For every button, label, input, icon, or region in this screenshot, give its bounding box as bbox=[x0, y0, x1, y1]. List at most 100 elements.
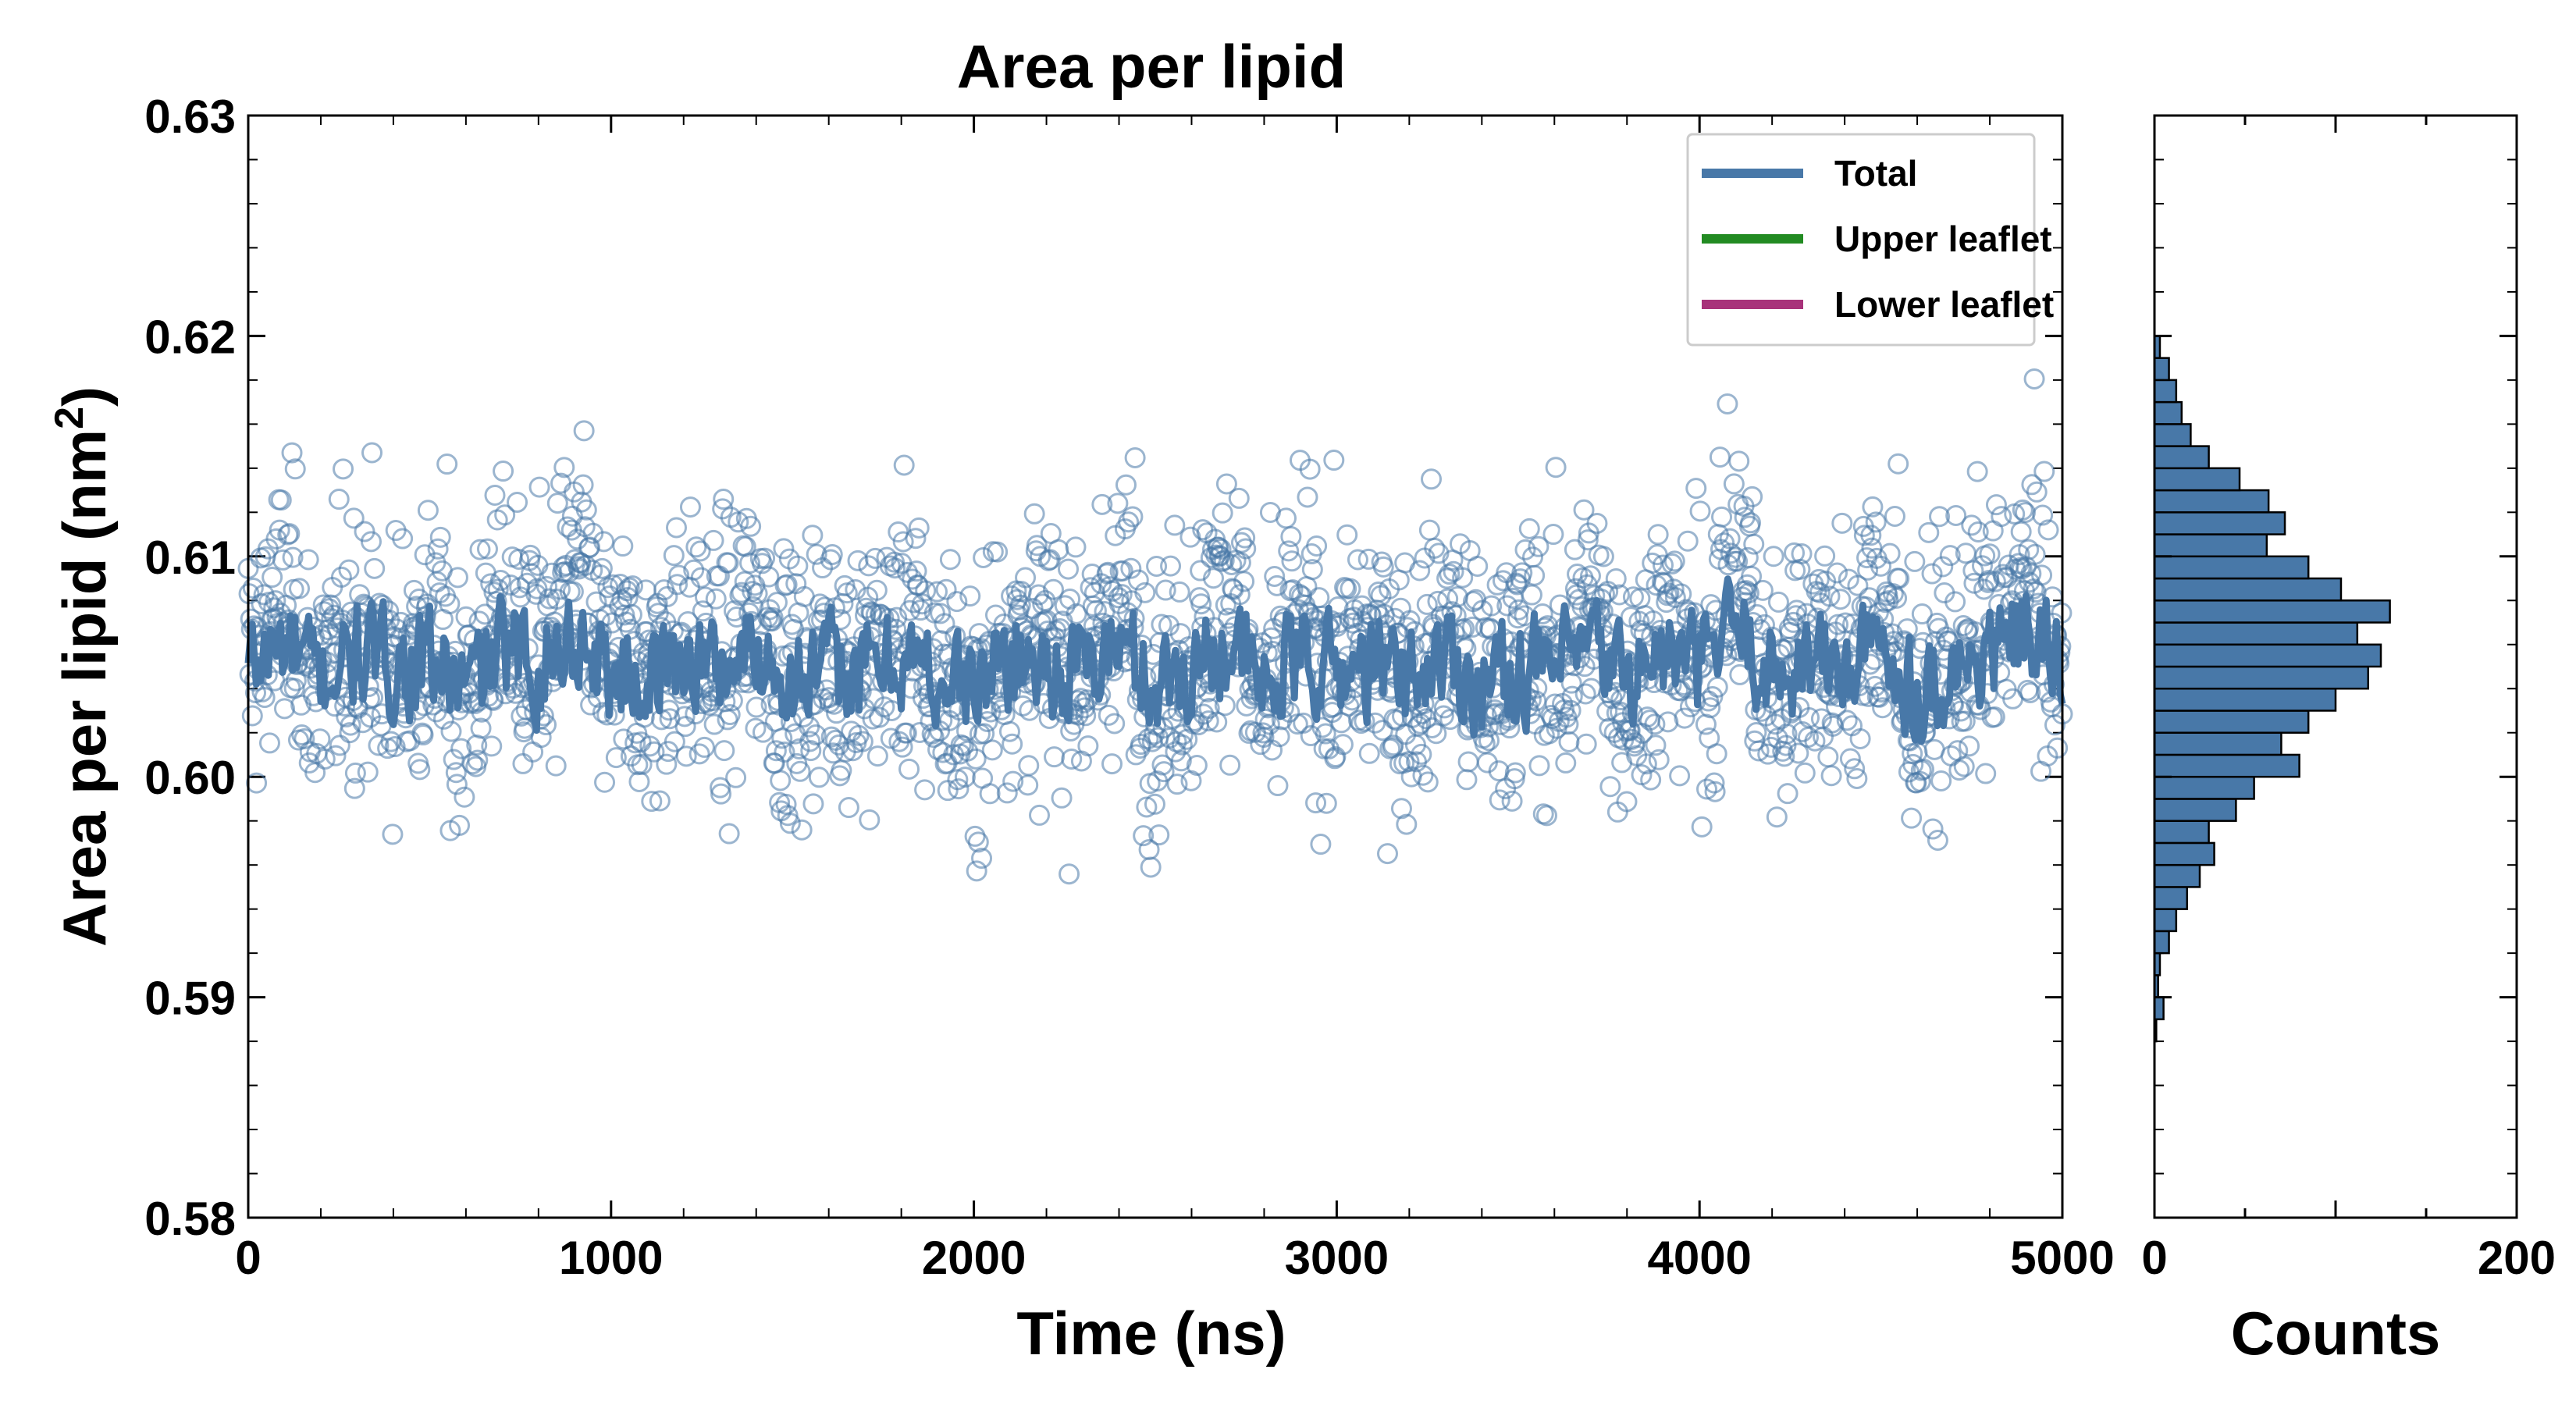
histogram-x-tick-labels: 0 200 bbox=[2141, 1232, 2556, 1284]
scatter-point bbox=[1542, 524, 1564, 546]
histogram-bar bbox=[2153, 687, 2337, 712]
scatter-point bbox=[1872, 697, 1894, 719]
scatter-point bbox=[1018, 755, 1040, 777]
scatter-point bbox=[1169, 581, 1190, 603]
scatter-point bbox=[789, 760, 811, 782]
histogram-bar bbox=[2153, 841, 2215, 866]
scatter-point bbox=[1788, 742, 1809, 764]
histogram-bar bbox=[2153, 908, 2178, 933]
scatter-point bbox=[1791, 542, 1813, 564]
scatter-point bbox=[1082, 595, 1104, 617]
scatter-point bbox=[656, 753, 678, 775]
scatter-point bbox=[1164, 514, 1186, 536]
scatter-point bbox=[2010, 521, 2032, 542]
scatter-point bbox=[553, 457, 575, 478]
scatter-point bbox=[930, 603, 952, 624]
histogram-bar bbox=[2153, 930, 2170, 955]
scatter-point bbox=[481, 735, 503, 757]
scatter-point bbox=[1254, 708, 1276, 730]
scatter-point bbox=[489, 570, 511, 592]
scatter-point bbox=[507, 491, 528, 513]
scatter-point bbox=[1372, 556, 1394, 578]
scatter-point bbox=[1685, 478, 1707, 500]
scatter-point bbox=[1238, 722, 1260, 744]
scatter-point bbox=[1219, 754, 1241, 776]
scatter-point bbox=[1524, 564, 1546, 586]
scatter-point bbox=[427, 538, 449, 560]
scatter-point bbox=[1489, 789, 1510, 811]
scatter-point bbox=[1214, 695, 1236, 717]
histogram-bars bbox=[2153, 335, 2391, 1043]
scatter-point bbox=[675, 745, 697, 767]
y-tick-label: 0.61 bbox=[144, 532, 236, 584]
scatter-point bbox=[770, 770, 792, 791]
scatter-point bbox=[1042, 578, 1064, 600]
scatter-point bbox=[1586, 512, 1608, 534]
scatter-point bbox=[392, 528, 414, 550]
scatter-point bbox=[573, 420, 595, 442]
scatter-point bbox=[740, 515, 762, 537]
scatter-point bbox=[1133, 825, 1155, 847]
scatter-point bbox=[1358, 742, 1380, 764]
scatter-point bbox=[758, 566, 780, 588]
scatter-point bbox=[2047, 737, 2069, 759]
x-tick-label: 1000 bbox=[559, 1232, 663, 1284]
scatter-point bbox=[594, 771, 616, 793]
scatter-point bbox=[1844, 758, 1866, 780]
scatter-point bbox=[1740, 512, 1762, 534]
scatter-point bbox=[1267, 775, 1289, 797]
scatter-point bbox=[1605, 567, 1627, 589]
scatter-point bbox=[1535, 805, 1557, 827]
scatter-point bbox=[1635, 753, 1657, 775]
scatter-point bbox=[1059, 863, 1080, 885]
scatter-point bbox=[1853, 525, 1875, 546]
scatter-point bbox=[1421, 468, 1443, 490]
histogram-bar bbox=[2153, 665, 2370, 690]
scatter-point bbox=[1945, 504, 1967, 526]
scatter-point bbox=[1948, 759, 1970, 781]
scatter-point bbox=[631, 753, 653, 775]
scatter-point bbox=[1830, 589, 1852, 610]
scatter-point bbox=[2044, 714, 2065, 736]
scatter-point bbox=[893, 454, 915, 476]
scatter-point bbox=[1452, 567, 1474, 589]
scatter-point bbox=[1347, 549, 1368, 571]
x-axis-label: Time (ns) bbox=[1016, 1299, 1286, 1368]
scatter-point bbox=[1702, 686, 1724, 708]
histogram-bar bbox=[2153, 863, 2201, 888]
scatter-point bbox=[1991, 506, 2012, 528]
scatter-point bbox=[510, 586, 532, 608]
scatter-point bbox=[1657, 711, 1679, 733]
scatter-point bbox=[788, 738, 810, 759]
scatter-point bbox=[1743, 533, 1765, 555]
scatter-point bbox=[1009, 594, 1031, 616]
scatter-point bbox=[1912, 631, 1934, 653]
scatter-point bbox=[1288, 583, 1310, 605]
scatter-point bbox=[713, 740, 735, 762]
scatter-point bbox=[1839, 748, 1861, 770]
x-tick-label: 4000 bbox=[1647, 1232, 1751, 1284]
scatter-point bbox=[1134, 582, 1156, 603]
y-tick-label: 0.58 bbox=[144, 1193, 236, 1245]
scatter-point bbox=[1528, 535, 1550, 557]
scatter-point bbox=[1210, 538, 1232, 560]
scatter-point bbox=[412, 724, 434, 746]
scatter-point bbox=[981, 739, 1003, 761]
scatter-point bbox=[966, 860, 987, 882]
scatter-point bbox=[281, 442, 303, 464]
scatter-point bbox=[1901, 807, 1923, 829]
scatter-point bbox=[1305, 792, 1327, 814]
histogram-bar bbox=[2153, 379, 2178, 404]
scatter-point bbox=[1967, 521, 1989, 543]
scatter-point bbox=[774, 742, 795, 763]
y-axis-label-main: Area per lipid (nm bbox=[50, 429, 119, 947]
scatter-point bbox=[1846, 767, 1868, 789]
scatter-point bbox=[1117, 602, 1139, 624]
scatter-point bbox=[802, 525, 824, 546]
scatter-point bbox=[1235, 538, 1257, 560]
scatter-point bbox=[450, 738, 472, 759]
scatter-point bbox=[718, 823, 740, 845]
scatter-point bbox=[1336, 524, 1358, 546]
scatter-point bbox=[297, 549, 319, 571]
scatter-point bbox=[1278, 540, 1300, 562]
